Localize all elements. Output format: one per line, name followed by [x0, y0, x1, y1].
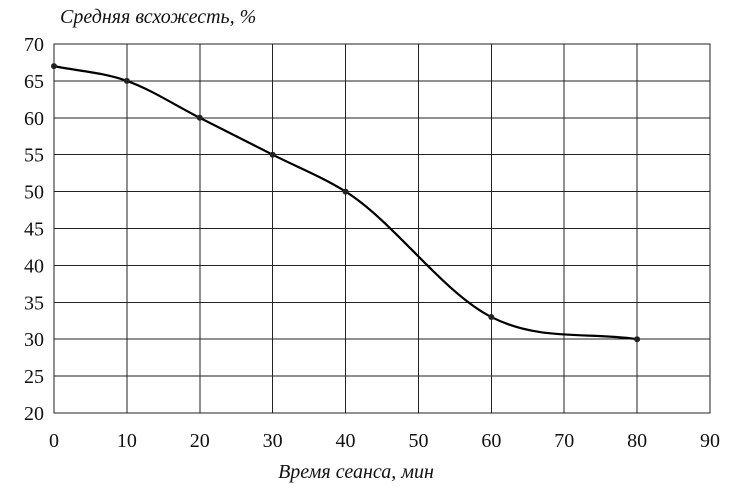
- data-point: [123, 77, 130, 84]
- y-tick-label: 70: [24, 34, 44, 56]
- x-tick-label: 0: [49, 430, 59, 452]
- y-tick-label: 20: [24, 403, 44, 425]
- x-tick-label: 50: [408, 430, 428, 452]
- y-tick-label: 35: [24, 292, 44, 314]
- y-tick-label: 25: [24, 366, 44, 388]
- data-point: [51, 63, 57, 70]
- x-axis-title: Время сеанса, мин: [278, 461, 434, 483]
- y-tick-label: 50: [24, 182, 44, 204]
- x-tick-label: 10: [117, 430, 137, 452]
- x-tick-labels: 0 10 20 30 40 50 60 70 80 90: [49, 430, 720, 452]
- x-tick-label: 20: [190, 430, 210, 452]
- x-tick-label: 90: [700, 430, 720, 452]
- y-tick-label: 55: [24, 145, 44, 167]
- plot-frame: [53, 43, 711, 414]
- y-tick-label: 60: [24, 108, 44, 130]
- y-axis-title: Средняя всхожесть, %: [60, 6, 256, 28]
- y-tick-label: 30: [24, 329, 44, 351]
- grid: [53, 43, 711, 414]
- y-tick-labels: 20 25 30 35 40 45 50 55 60 65 70: [24, 34, 44, 425]
- x-tick-label: 60: [481, 430, 501, 452]
- data-point: [196, 114, 203, 121]
- y-tick-label: 65: [24, 71, 44, 93]
- data-point: [488, 314, 495, 321]
- x-tick-label: 40: [336, 430, 356, 452]
- data-point: [342, 188, 349, 195]
- x-tick-label: 30: [263, 430, 283, 452]
- series-line: [53, 65, 638, 341]
- y-tick-label: 45: [24, 219, 44, 241]
- data-point: [634, 336, 641, 343]
- data-point: [269, 151, 276, 158]
- data-points: [51, 63, 641, 343]
- x-tick-label: 70: [554, 430, 574, 452]
- y-tick-label: 40: [24, 255, 44, 277]
- x-tick-label: 80: [627, 430, 647, 452]
